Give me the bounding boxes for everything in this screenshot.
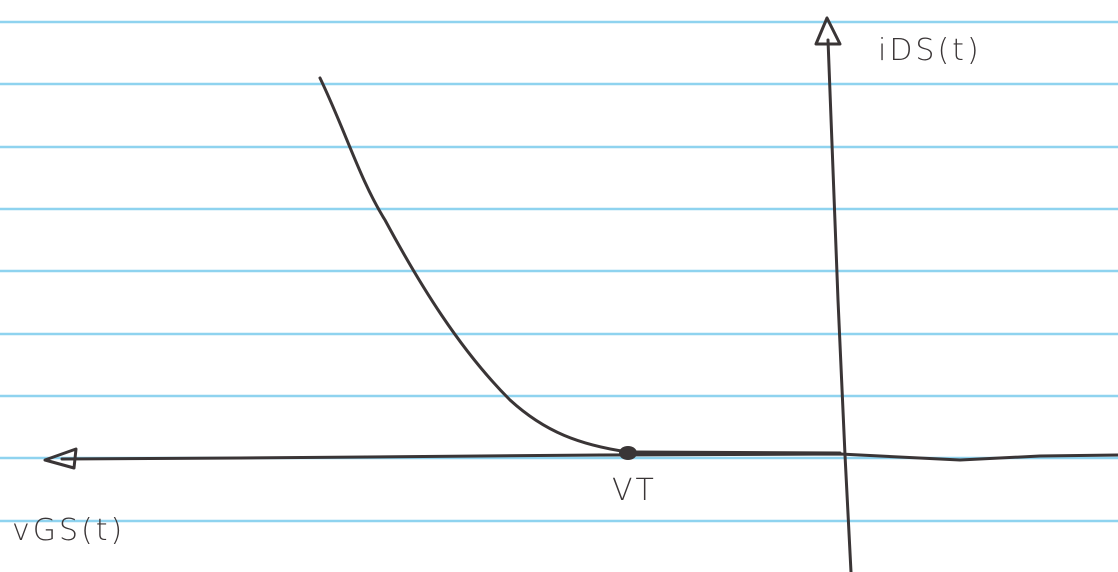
ruled-lines bbox=[0, 22, 1118, 521]
sketch: iDS(t) VT vGS(t) bbox=[0, 0, 1118, 572]
y-axis-label: iDS(t) bbox=[878, 33, 982, 68]
y-axis bbox=[828, 40, 851, 572]
x-axis-label: vGS(t) bbox=[12, 513, 125, 548]
threshold-dot bbox=[619, 446, 637, 460]
page: {"y_axis": {"label": "iDS(t)"}, "x_axis"… bbox=[0, 0, 1118, 572]
threshold-label: VT bbox=[612, 473, 657, 508]
